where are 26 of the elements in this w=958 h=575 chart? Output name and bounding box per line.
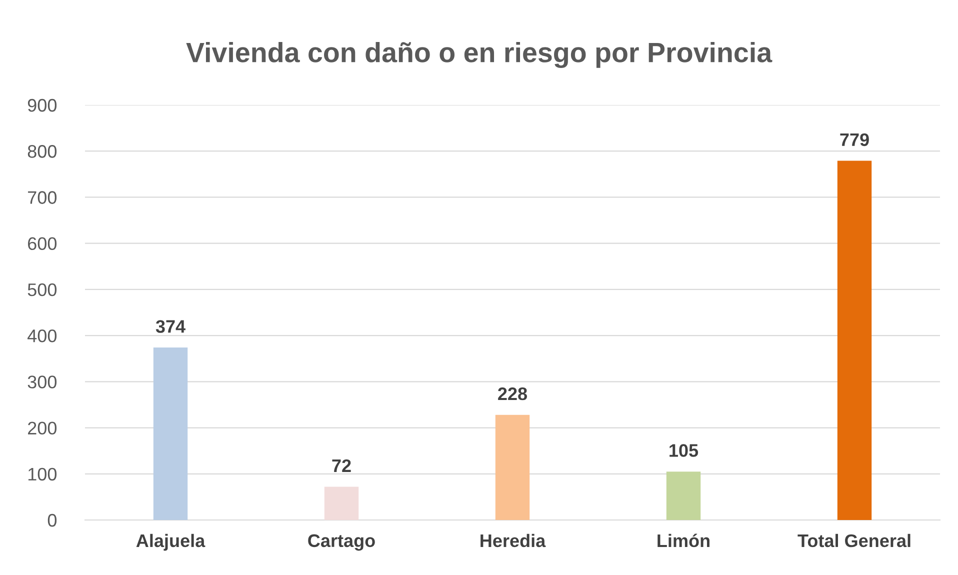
x-tick-label: Heredia [480,534,546,548]
data-label: 779 [840,133,869,146]
data-label: 374 [156,320,186,333]
y-tick-label: 300 [28,376,57,388]
y-tick-label: 400 [28,329,57,342]
y-tick-label: 0 [48,514,57,527]
x-tick-label: Cartago [308,534,375,551]
bar [837,160,872,520]
y-tick-label: 600 [28,237,57,250]
y-tick-label: 900 [28,98,57,112]
chart-title: Vivienda con daño o en riesgo por Provincia [186,42,772,68]
y-tick-label: 100 [28,468,57,481]
bar [324,486,359,520]
bar [153,348,188,520]
y-tick-label: 800 [28,145,57,158]
data-label: 105 [670,444,698,457]
x-tick-label: Limón [658,534,710,548]
bar [666,472,701,520]
data-label: 228 [498,387,528,400]
bar [495,414,530,520]
x-tick-label: Alajuela [136,534,206,551]
y-tick-label: 700 [28,191,57,204]
x-tick-label: Total General [798,534,910,548]
data-label: 72 [332,459,351,472]
y-tick-label: 500 [28,283,57,296]
y-tick-label: 200 [28,422,57,434]
